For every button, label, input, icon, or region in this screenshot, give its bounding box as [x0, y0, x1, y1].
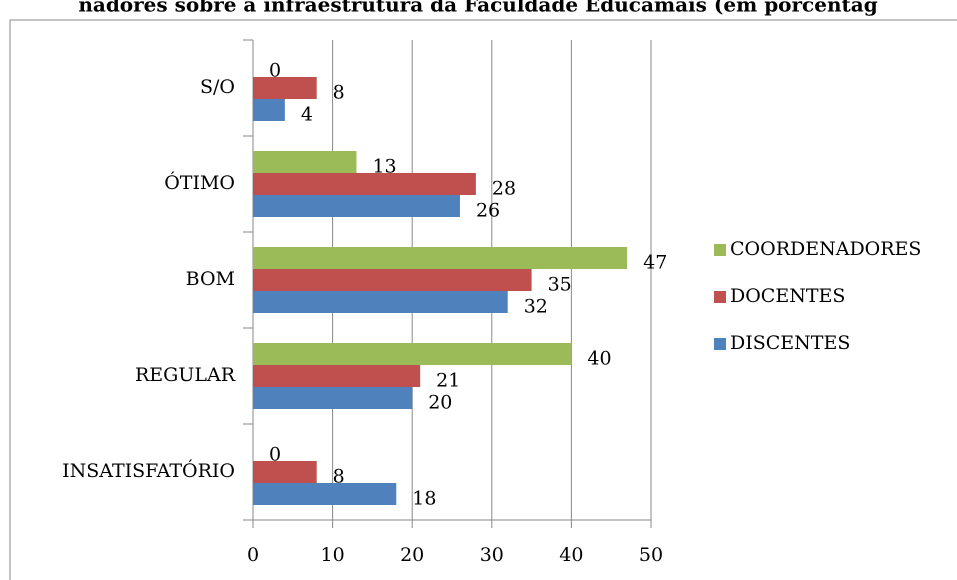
- data-label: 28: [492, 178, 516, 200]
- bar: [253, 461, 317, 483]
- bar: [253, 291, 508, 313]
- data-label: 20: [428, 392, 452, 414]
- bar: [253, 77, 317, 99]
- data-label: 40: [587, 348, 611, 370]
- bar: [253, 247, 628, 269]
- bar: [253, 365, 421, 387]
- data-label: 8: [333, 466, 345, 488]
- x-tick-label: 30: [480, 544, 504, 566]
- y-tick-label: S/O: [200, 76, 235, 98]
- bar: [253, 151, 357, 173]
- legend-label: DISCENTES: [730, 332, 850, 354]
- bar: [253, 343, 572, 365]
- x-tick-label: 0: [247, 544, 259, 566]
- x-tick-label: 20: [400, 544, 424, 566]
- data-label: 0: [269, 60, 281, 82]
- y-tick-label: BOM: [186, 268, 235, 290]
- data-label: 4: [301, 104, 313, 126]
- y-tick-label: INSATISFATÓRIO: [62, 459, 235, 482]
- legend-label: COORDENADORES: [730, 238, 921, 260]
- data-label: 18: [412, 488, 436, 510]
- chart-title: nadores sobre a infraestrutura da Faculd…: [78, 0, 877, 17]
- legend-swatch: [714, 244, 726, 256]
- bar: [253, 269, 532, 291]
- data-label: 32: [524, 296, 548, 318]
- legend-swatch: [714, 338, 726, 350]
- bar: [253, 173, 476, 195]
- bar: [253, 387, 413, 409]
- bar: [253, 483, 397, 505]
- data-label: 0: [269, 444, 281, 466]
- x-tick-label: 40: [559, 544, 583, 566]
- bar: [253, 195, 460, 217]
- bar: [253, 99, 285, 121]
- y-tick-label: ÓTIMO: [164, 171, 235, 194]
- y-tick-label: REGULAR: [135, 364, 236, 386]
- data-label: 35: [548, 274, 572, 296]
- data-label: 47: [643, 252, 667, 274]
- data-label: 8: [333, 82, 345, 104]
- x-tick-label: 10: [321, 544, 345, 566]
- data-label: 13: [372, 156, 396, 178]
- x-tick-label: 50: [639, 544, 663, 566]
- legend-swatch: [714, 291, 726, 303]
- data-label: 21: [436, 370, 460, 392]
- chart-border: [9, 19, 957, 580]
- data-label: 26: [476, 200, 500, 222]
- legend-label: DOCENTES: [730, 285, 845, 307]
